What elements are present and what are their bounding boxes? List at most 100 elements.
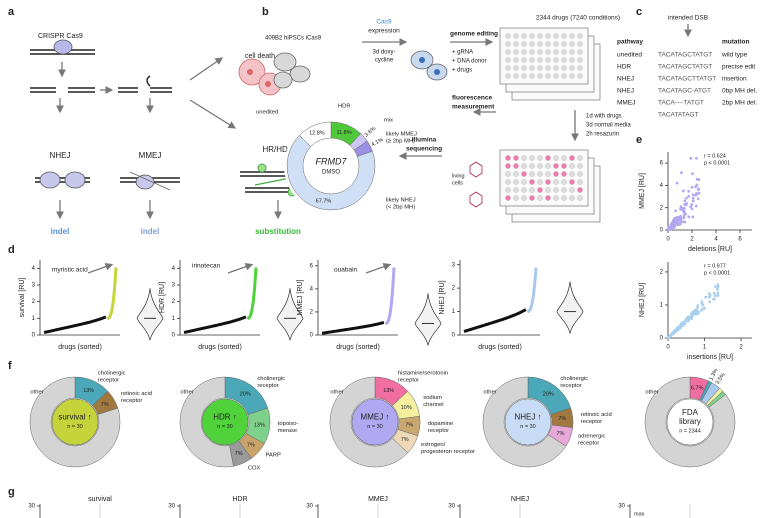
well: [561, 179, 567, 185]
well: [513, 41, 519, 47]
y-tick-label: 0: [310, 333, 314, 339]
well: [545, 179, 551, 185]
cell: [273, 52, 297, 72]
segment-name: receptor: [578, 440, 599, 446]
label: survival [RU]: [19, 278, 26, 318]
well: [529, 179, 535, 185]
segment-label: 1.3%: [709, 368, 720, 382]
label: NHEJ: [617, 88, 634, 95]
label: r = 0.977: [704, 263, 726, 269]
label: precise edit: [722, 64, 755, 71]
y-tick-label: 3: [452, 262, 456, 268]
scatter-dot: [689, 205, 693, 209]
y-tick-label: 1: [32, 316, 36, 322]
scatter-dot: [680, 207, 684, 210]
well: [569, 155, 575, 161]
violin: [414, 293, 442, 346]
segment-label: 4.1%: [371, 137, 385, 148]
pie-segment: [298, 121, 332, 147]
well: [521, 195, 527, 201]
well: [569, 49, 575, 55]
well: [537, 49, 543, 55]
well: [529, 73, 535, 79]
segment-name: HDR: [338, 104, 351, 110]
pie-segment: [179, 376, 234, 468]
segment-name: cholinergic: [560, 376, 588, 382]
well: [569, 33, 575, 39]
well: [537, 163, 543, 169]
segment-name: receptor: [121, 398, 142, 404]
segment-label: 3.6%: [364, 126, 377, 139]
cell: [289, 65, 311, 83]
scatter-dot: [687, 194, 691, 198]
well: [537, 171, 543, 177]
scatter-dot: [716, 291, 720, 295]
violin: [556, 281, 584, 334]
y-tick-label: 4: [660, 183, 664, 189]
x-tick-label: 2: [739, 345, 743, 351]
label: NHEJ [RU]: [439, 280, 446, 314]
scatter-dot: [695, 183, 699, 187]
scatter-dot: [674, 209, 678, 213]
scatter-dot: [714, 285, 717, 289]
arrow: [365, 262, 392, 274]
sorted-curve-top: [526, 267, 538, 314]
well: [561, 33, 567, 39]
scatter-dot: [675, 222, 679, 226]
scatter-dot: [691, 193, 695, 197]
scatter-dot: [697, 178, 701, 182]
segment-label: 7%: [247, 442, 255, 448]
center-label: library: [679, 417, 701, 426]
well: [513, 163, 519, 169]
blob: [39, 171, 61, 189]
scatter-dot: [666, 228, 670, 231]
scatter-dot: [695, 156, 698, 160]
donut-center: [51, 398, 99, 446]
well: [537, 65, 543, 71]
center-label: n = 30: [217, 424, 232, 430]
well: [545, 65, 551, 71]
well: [513, 179, 519, 185]
label: 2bp MH del.: [722, 100, 757, 107]
pie-segment: [29, 376, 121, 468]
well: [505, 57, 511, 63]
label: MMEJ [RU]: [297, 280, 304, 316]
segment-name: topoiso-: [278, 421, 299, 427]
y-tick-label: 3: [32, 283, 36, 289]
well: [553, 187, 559, 193]
scatter-dot: [679, 324, 683, 327]
circle: [265, 81, 271, 87]
label: DMSO: [322, 170, 340, 176]
well: [513, 49, 519, 55]
segment-label: 20%: [543, 392, 554, 398]
label: drugs (sorted): [198, 344, 242, 351]
scatter-dot: [700, 302, 704, 305]
well: [505, 41, 511, 47]
y-tick-label: 1: [452, 309, 456, 315]
scatter-dot: [687, 315, 691, 319]
cell: [273, 71, 293, 89]
well: [545, 187, 551, 193]
y-tick-label: 2: [452, 286, 456, 292]
segment-name: other: [330, 390, 343, 396]
well: [577, 73, 583, 79]
donut-center: [666, 398, 714, 446]
label: cycline: [375, 58, 394, 64]
segment-label: 6.7%: [691, 386, 704, 392]
well: [577, 195, 583, 201]
segment-name: receptor: [98, 378, 119, 384]
y-tick-label: 2: [660, 205, 664, 211]
center-label: MMEJ ↑: [361, 413, 390, 422]
well: [577, 155, 583, 161]
scatter-dot: [691, 196, 695, 200]
x-tick-label: 2: [690, 237, 694, 243]
label: TACATAGCTTATGT: [658, 76, 716, 83]
label: TACATAGCTATGT: [658, 64, 712, 71]
scatter-dot: [694, 204, 698, 208]
segment-label: 13%: [83, 388, 94, 394]
well: [513, 73, 519, 79]
label: p < 0.0001: [704, 270, 730, 276]
well: [529, 41, 535, 47]
panel-letter: f: [8, 360, 12, 372]
